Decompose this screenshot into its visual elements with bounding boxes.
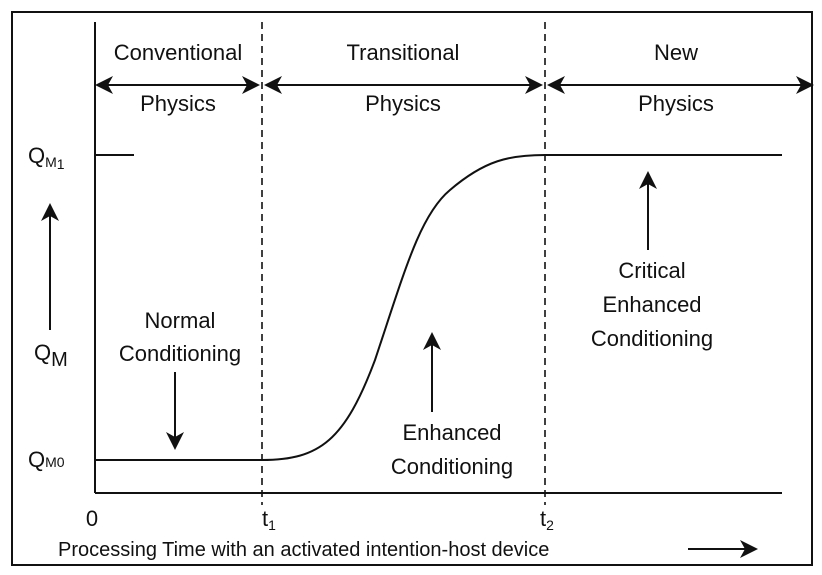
y-tick-label: QM1 xyxy=(28,143,65,172)
y-tick-sub: M xyxy=(45,454,57,470)
y-label-base: Q xyxy=(34,340,51,365)
conditioning-curve xyxy=(95,154,782,461)
annotation: Enhanced xyxy=(402,420,501,445)
y-tick-sub: M xyxy=(45,154,57,170)
x-tick-base: t xyxy=(262,506,268,531)
x-tick-base: t xyxy=(540,506,546,531)
region-label: Physics xyxy=(365,91,441,116)
x-tick-sub: 2 xyxy=(546,517,554,533)
annotation: Conditioning xyxy=(591,326,713,351)
y-tick-base: Q xyxy=(28,447,45,472)
region-label: New xyxy=(654,40,698,65)
x-axis-title: Processing Time with an activated intent… xyxy=(58,539,549,561)
annotation: Enhanced xyxy=(602,292,701,317)
y-tick-index: 1 xyxy=(57,156,65,172)
annotation: Conditioning xyxy=(391,454,513,479)
y-axis-label: QM xyxy=(34,340,68,371)
region-label: Physics xyxy=(638,91,714,116)
y-tick-label: QM0 xyxy=(28,447,65,472)
annotation: Critical xyxy=(618,258,685,283)
x-tick-label: 0 xyxy=(86,506,98,531)
region-label: Transitional xyxy=(347,40,460,65)
x-tick-label: t2 xyxy=(540,506,554,533)
y-tick-index: 0 xyxy=(57,454,65,470)
region-label: Physics xyxy=(140,91,216,116)
annotation: Conditioning xyxy=(119,341,241,366)
annotation: Normal xyxy=(145,308,216,333)
y-tick-base: Q xyxy=(28,143,45,168)
region-label: Conventional xyxy=(114,40,242,65)
x-tick-sub: 1 xyxy=(268,517,276,533)
frame xyxy=(11,11,813,566)
y-label-sub: M xyxy=(51,349,68,371)
x-tick-label: t1 xyxy=(262,506,276,533)
